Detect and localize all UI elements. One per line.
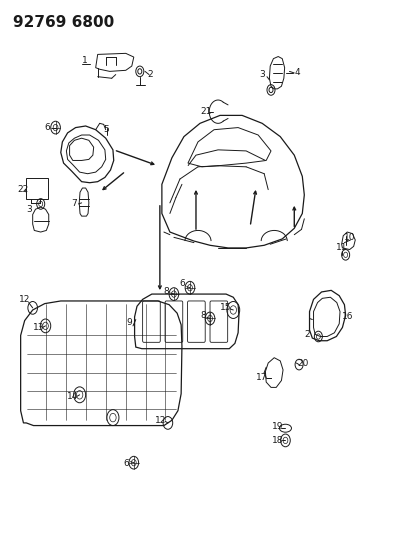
Text: 2: 2 [147, 70, 153, 79]
Text: 3: 3 [259, 70, 265, 79]
Text: 21: 21 [200, 107, 212, 116]
Text: 13: 13 [33, 323, 44, 332]
Text: 2: 2 [304, 330, 310, 339]
Text: 5: 5 [104, 125, 109, 134]
Text: 16: 16 [341, 312, 353, 321]
Text: 12: 12 [19, 295, 30, 304]
Text: 11: 11 [336, 244, 347, 253]
Text: 1: 1 [82, 56, 88, 65]
Text: 9: 9 [126, 318, 132, 327]
Text: 22: 22 [18, 185, 29, 194]
Text: 12: 12 [156, 416, 167, 425]
Text: 20: 20 [297, 359, 309, 367]
Text: 18: 18 [271, 436, 283, 445]
Text: 7: 7 [72, 199, 77, 208]
Text: 14: 14 [67, 392, 78, 401]
Text: 6: 6 [180, 279, 185, 288]
Text: 92769 6800: 92769 6800 [13, 14, 115, 30]
Text: 17: 17 [256, 373, 267, 382]
Text: 6: 6 [124, 459, 129, 469]
Text: 19: 19 [271, 422, 283, 431]
Text: 8: 8 [200, 311, 206, 320]
Text: 4: 4 [295, 68, 300, 77]
Text: 8: 8 [164, 287, 170, 296]
Text: 6: 6 [45, 123, 50, 132]
Text: 15: 15 [220, 303, 232, 312]
Text: 3: 3 [26, 205, 32, 214]
Text: 10: 10 [344, 233, 356, 242]
